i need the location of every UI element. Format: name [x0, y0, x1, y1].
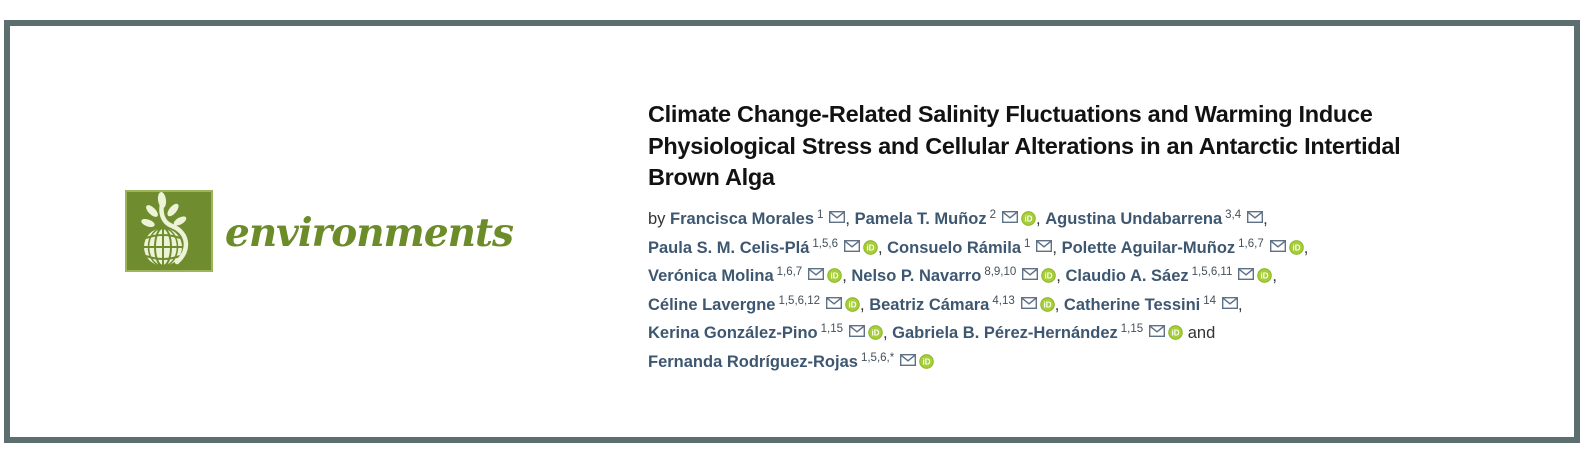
author-superscript: 1,5,6 [812, 237, 838, 250]
orcid-icon[interactable]: iD [863, 239, 878, 255]
author-superscript: 1 [1024, 237, 1031, 250]
author-separator: , [883, 324, 893, 342]
orcid-icon[interactable]: iD [919, 353, 934, 369]
svg-text:iD: iD [1172, 328, 1180, 337]
svg-text:iD: iD [831, 271, 839, 280]
orcid-icon[interactable]: iD [1021, 211, 1036, 226]
email-envelope-icon[interactable] [1022, 267, 1039, 281]
email-envelope-icon[interactable] [826, 296, 843, 309]
email-envelope-icon[interactable] [1020, 296, 1037, 309]
author-separator: , [860, 295, 870, 314]
author-superscript: 2 [989, 209, 997, 221]
author-link[interactable]: Céline Lavergne [648, 295, 776, 314]
author-separator: , [1054, 295, 1064, 314]
svg-text:iD: iD [1025, 214, 1033, 223]
author-link[interactable]: Gabriela B. Pérez-Hernández [892, 324, 1118, 342]
author-separator: , [1238, 295, 1243, 314]
email-envelope-icon[interactable] [1149, 324, 1166, 338]
author-superscript: 8,9,10 [984, 266, 1017, 278]
orcid-icon[interactable]: iD [1289, 239, 1304, 255]
author-superscript: 1,5,6,11 [1191, 266, 1233, 278]
email-envelope-icon[interactable] [1269, 239, 1286, 252]
orcid-icon[interactable]: iD [845, 296, 860, 312]
svg-text:iD: iD [1261, 271, 1269, 280]
article-title-line: Climate Change-Related Salinity Fluctuat… [648, 101, 1373, 127]
author-link[interactable]: Nelso P. Navarro [851, 267, 982, 285]
author-superscript: 1,15 [820, 323, 843, 335]
author-link[interactable]: Verónica Molina [648, 267, 774, 285]
author-separator: , [845, 210, 855, 228]
svg-text:iD: iD [1045, 271, 1053, 280]
author-link[interactable]: Fernanda Rodríguez-Rojas [648, 352, 858, 371]
author-link[interactable]: Kerina González-Pino [648, 324, 818, 342]
author-superscript: 3,4 [1225, 209, 1242, 221]
journal-name[interactable]: environments [225, 209, 514, 256]
byline-authors: Francisca Morales 1 , Pamela T. Muñoz 2 iD… [648, 209, 1309, 371]
author-link[interactable]: Beatriz Cámara [869, 295, 990, 314]
article-title-line: Brown Alga [648, 164, 775, 190]
svg-text:iD: iD [872, 328, 880, 337]
author-superscript: 4,13 [992, 294, 1015, 307]
author-separator: and [1183, 324, 1216, 342]
email-envelope-icon[interactable] [808, 267, 825, 281]
orcid-icon[interactable]: iD [827, 268, 842, 283]
svg-text:iD: iD [849, 300, 857, 309]
svg-text:iD: iD [1292, 243, 1300, 252]
author-superscript: 1,5,6,* [860, 351, 895, 364]
email-envelope-icon[interactable] [1238, 267, 1255, 281]
journal-logo[interactable]: environments [125, 190, 514, 272]
email-envelope-icon[interactable] [1036, 239, 1053, 252]
author-separator: , [1056, 267, 1066, 285]
author-separator: , [1272, 267, 1277, 285]
author-superscript: 14 [1203, 294, 1217, 307]
author-separator: , [1052, 238, 1062, 257]
svg-text:iD: iD [923, 357, 931, 366]
svg-text:iD: iD [1043, 300, 1051, 309]
svg-text:iD: iD [866, 243, 874, 252]
author-separator: , [877, 238, 888, 257]
author-link[interactable]: Pamela T. Muñoz [854, 210, 987, 228]
author-link[interactable]: Claudio A. Sáez [1065, 267, 1189, 285]
email-envelope-icon[interactable] [1247, 210, 1264, 224]
author-separator: , [1303, 238, 1309, 257]
author-separator: , [1036, 210, 1046, 228]
author-link[interactable]: Paula S. M. Celis-Plá [648, 238, 810, 257]
author-superscript: 1 [817, 209, 824, 221]
article-title-line: Physiological Stress and Cellular Altera… [648, 132, 1401, 159]
author-link[interactable]: Catherine Tessini [1063, 295, 1201, 314]
author-link[interactable]: Francisca Morales [670, 210, 815, 228]
author-link[interactable]: Agustina Undabarrena [1045, 210, 1223, 228]
author-superscript: 1,6,7 [776, 266, 803, 278]
email-envelope-icon[interactable] [1002, 210, 1019, 224]
email-envelope-icon[interactable] [900, 353, 917, 366]
orcid-icon[interactable]: iD [1041, 268, 1057, 283]
author-superscript: 1,6,7 [1238, 237, 1264, 250]
author-superscript: 1,5,6,12 [778, 294, 821, 307]
author-superscript: 1,15 [1120, 323, 1144, 335]
orcid-icon[interactable]: iD [1257, 268, 1273, 283]
byline-prefix: by [648, 210, 671, 228]
article-title: Climate Change-Related Salinity Fluctuat… [648, 99, 1548, 194]
author-separator: , [1263, 210, 1268, 228]
email-envelope-icon[interactable] [829, 210, 846, 224]
orcid-icon[interactable]: iD [868, 325, 883, 340]
author-link[interactable]: Polette Aguilar-Muñoz [1061, 238, 1236, 257]
orcid-icon[interactable]: iD [1168, 325, 1183, 340]
orcid-icon[interactable]: iD [1040, 296, 1055, 312]
email-envelope-icon[interactable] [848, 324, 866, 338]
page-frame [4, 20, 1580, 443]
email-envelope-icon[interactable] [1222, 296, 1239, 309]
author-link[interactable]: Consuelo Rámila [887, 238, 1022, 257]
author-separator: , [842, 267, 852, 285]
byline: by Francisca Morales 1 , Pamela T. Muñoz 2… [648, 206, 1548, 377]
email-envelope-icon[interactable] [843, 239, 860, 252]
globe-sprout-icon [125, 190, 213, 272]
